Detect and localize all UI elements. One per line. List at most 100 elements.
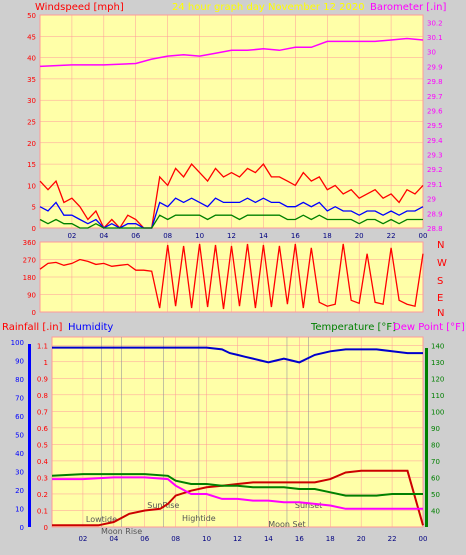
humidity-y-tick: 60: [15, 413, 24, 421]
barometer-y-tick: 29.4: [427, 137, 443, 145]
climate-x-tick: 06: [140, 535, 149, 543]
wind-series-3: [39, 37, 424, 68]
barometer-y-tick: 29.9: [427, 63, 443, 71]
climate-series-3: [52, 476, 423, 510]
direction-y-tick: 270: [23, 257, 36, 265]
windspeed-label: Windspeed [mph]: [35, 2, 124, 13]
barometer-axis-right: 28.8 28.9 29 29.1 29.2 29.3 29.4 29.5 29.6 29.7 29…: [427, 19, 443, 233]
barometer-y-tick: 30.1: [427, 34, 443, 42]
rain-y-tick: 0.4: [37, 458, 49, 466]
climate-axis-x: 02 04 06 08 10 12 14 16 18 20 22 00: [78, 535, 427, 543]
compass-letter: E: [437, 293, 443, 304]
rain-y-tick: 0.2: [37, 491, 48, 499]
wind-x-tick: 04: [99, 232, 108, 240]
climate-x-tick: 20: [357, 535, 366, 543]
temperature-y-tick: 140: [431, 342, 444, 350]
humidity-y-tick: 70: [15, 395, 24, 403]
wind-y-tick: 5: [32, 204, 36, 212]
wind-x-tick: 20: [355, 232, 364, 240]
graph-title: 24 hour graph day November 12 2020: [172, 2, 365, 13]
wind-x-tick: 22: [387, 232, 396, 240]
wind-y-tick: 15: [27, 161, 36, 169]
humidity-axis: 0 10 20 30 40 50 60 70 80 90 100: [11, 339, 24, 532]
direction-y-tick: 90: [27, 292, 36, 300]
wind-x-tick: 12: [227, 232, 236, 240]
barometer-y-tick: 30: [427, 49, 436, 57]
wind-x-tick: 02: [67, 232, 76, 240]
compass-letter: N: [437, 240, 444, 251]
climate-x-tick: 18: [326, 535, 335, 543]
climate-x-tick: 02: [78, 535, 87, 543]
wind-x-tick: 14: [259, 232, 268, 240]
humidity-label: Humidity: [68, 322, 113, 333]
direction-y-tick: 0: [32, 309, 36, 317]
rain-y-tick: 0.1: [37, 507, 48, 515]
rain-y-tick: 1: [44, 359, 48, 367]
temperature-y-tick: 80: [431, 441, 440, 449]
temperature-y-tick: 40: [431, 507, 440, 515]
humidity-axis-bar: [28, 344, 31, 527]
humidity-y-tick: 50: [15, 432, 24, 440]
temperature-y-tick: 120: [431, 375, 444, 383]
climate-series-2: [51, 473, 423, 497]
compass-letter: N: [437, 308, 444, 319]
rain-y-tick: 0: [44, 524, 48, 532]
climate-series: [51, 346, 424, 527]
humidity-y-tick: 100: [11, 339, 24, 347]
barometer-y-tick: 29.6: [427, 107, 443, 115]
wind-x-tick: 06: [131, 232, 140, 240]
rainfall-label: Rainfall [.in]: [2, 322, 63, 333]
barometer-y-tick: 29.3: [427, 152, 443, 160]
wind-axis-left: 0 5 10 15 20 25 30 35 40 45 50: [27, 12, 36, 233]
rain-y-tick: 1.1: [37, 342, 48, 350]
wind-y-tick: 50: [27, 12, 36, 20]
wind-x-tick: 16: [291, 232, 300, 240]
direction-axis-left: 0 90 180 270 360: [23, 239, 36, 317]
rainfall-axis-left: 0 0.1 0.2 0.3 0.4 0.5 0.6 0.7 0.8 0.9 1 1.1: [37, 342, 49, 532]
direction-series: [39, 243, 424, 310]
temperature-y-tick: 60: [431, 474, 440, 482]
humidity-y-tick: 80: [15, 376, 24, 384]
climate-x-tick: 22: [388, 535, 397, 543]
barometer-y-tick: 29.7: [427, 93, 443, 101]
barometer-y-tick: 30.2: [427, 19, 443, 27]
barometer-y-tick: 29.5: [427, 122, 443, 130]
climate-x-tick: 14: [264, 535, 273, 543]
climate-x-tick: 16: [295, 535, 304, 543]
dewpoint-label: Dew Point [°F]: [393, 322, 465, 333]
temperature-y-tick: 100: [431, 408, 444, 416]
annotation-label: Sunset: [295, 501, 322, 510]
barometer-y-tick: 29: [427, 196, 436, 204]
climate-x-tick: 00: [419, 535, 428, 543]
wind-series-2: [39, 214, 423, 229]
barometer-y-tick: 29.8: [427, 78, 443, 86]
annotation-label: Hightide: [182, 514, 216, 523]
rain-y-tick: 0.7: [37, 408, 48, 416]
rain-y-tick: 0.3: [37, 474, 48, 482]
barometer-y-tick: 28.8: [427, 225, 443, 233]
temperature-y-tick: 70: [431, 458, 440, 466]
wind-y-tick: 30: [27, 97, 36, 105]
humidity-y-tick: 40: [15, 450, 24, 458]
compass-letter: S: [437, 276, 443, 287]
temperature-label: Temperature [°F]: [310, 322, 396, 333]
humidity-y-tick: 30: [15, 469, 24, 477]
annotation-label: Moon Rise: [101, 527, 142, 536]
climate-x-tick: 08: [171, 535, 180, 543]
wind-axis-x: 02 04 06 08 10 12 14 16 18 20 22 00: [67, 232, 427, 240]
wind-x-tick: 00: [419, 232, 428, 240]
climate-plot-grid: [52, 337, 424, 527]
annotation-label: SunRise: [147, 501, 179, 510]
temperature-y-tick: 130: [431, 359, 444, 367]
wind-y-tick: 20: [27, 140, 36, 148]
wind-y-tick: 40: [27, 55, 36, 63]
temperature-axis-bar: [425, 348, 428, 527]
climate-series-1: [52, 346, 423, 364]
temperature-y-tick: 50: [431, 491, 440, 499]
rain-y-tick: 0.8: [37, 392, 48, 400]
direction-series-0: [39, 243, 424, 310]
humidity-y-tick: 20: [15, 487, 24, 495]
